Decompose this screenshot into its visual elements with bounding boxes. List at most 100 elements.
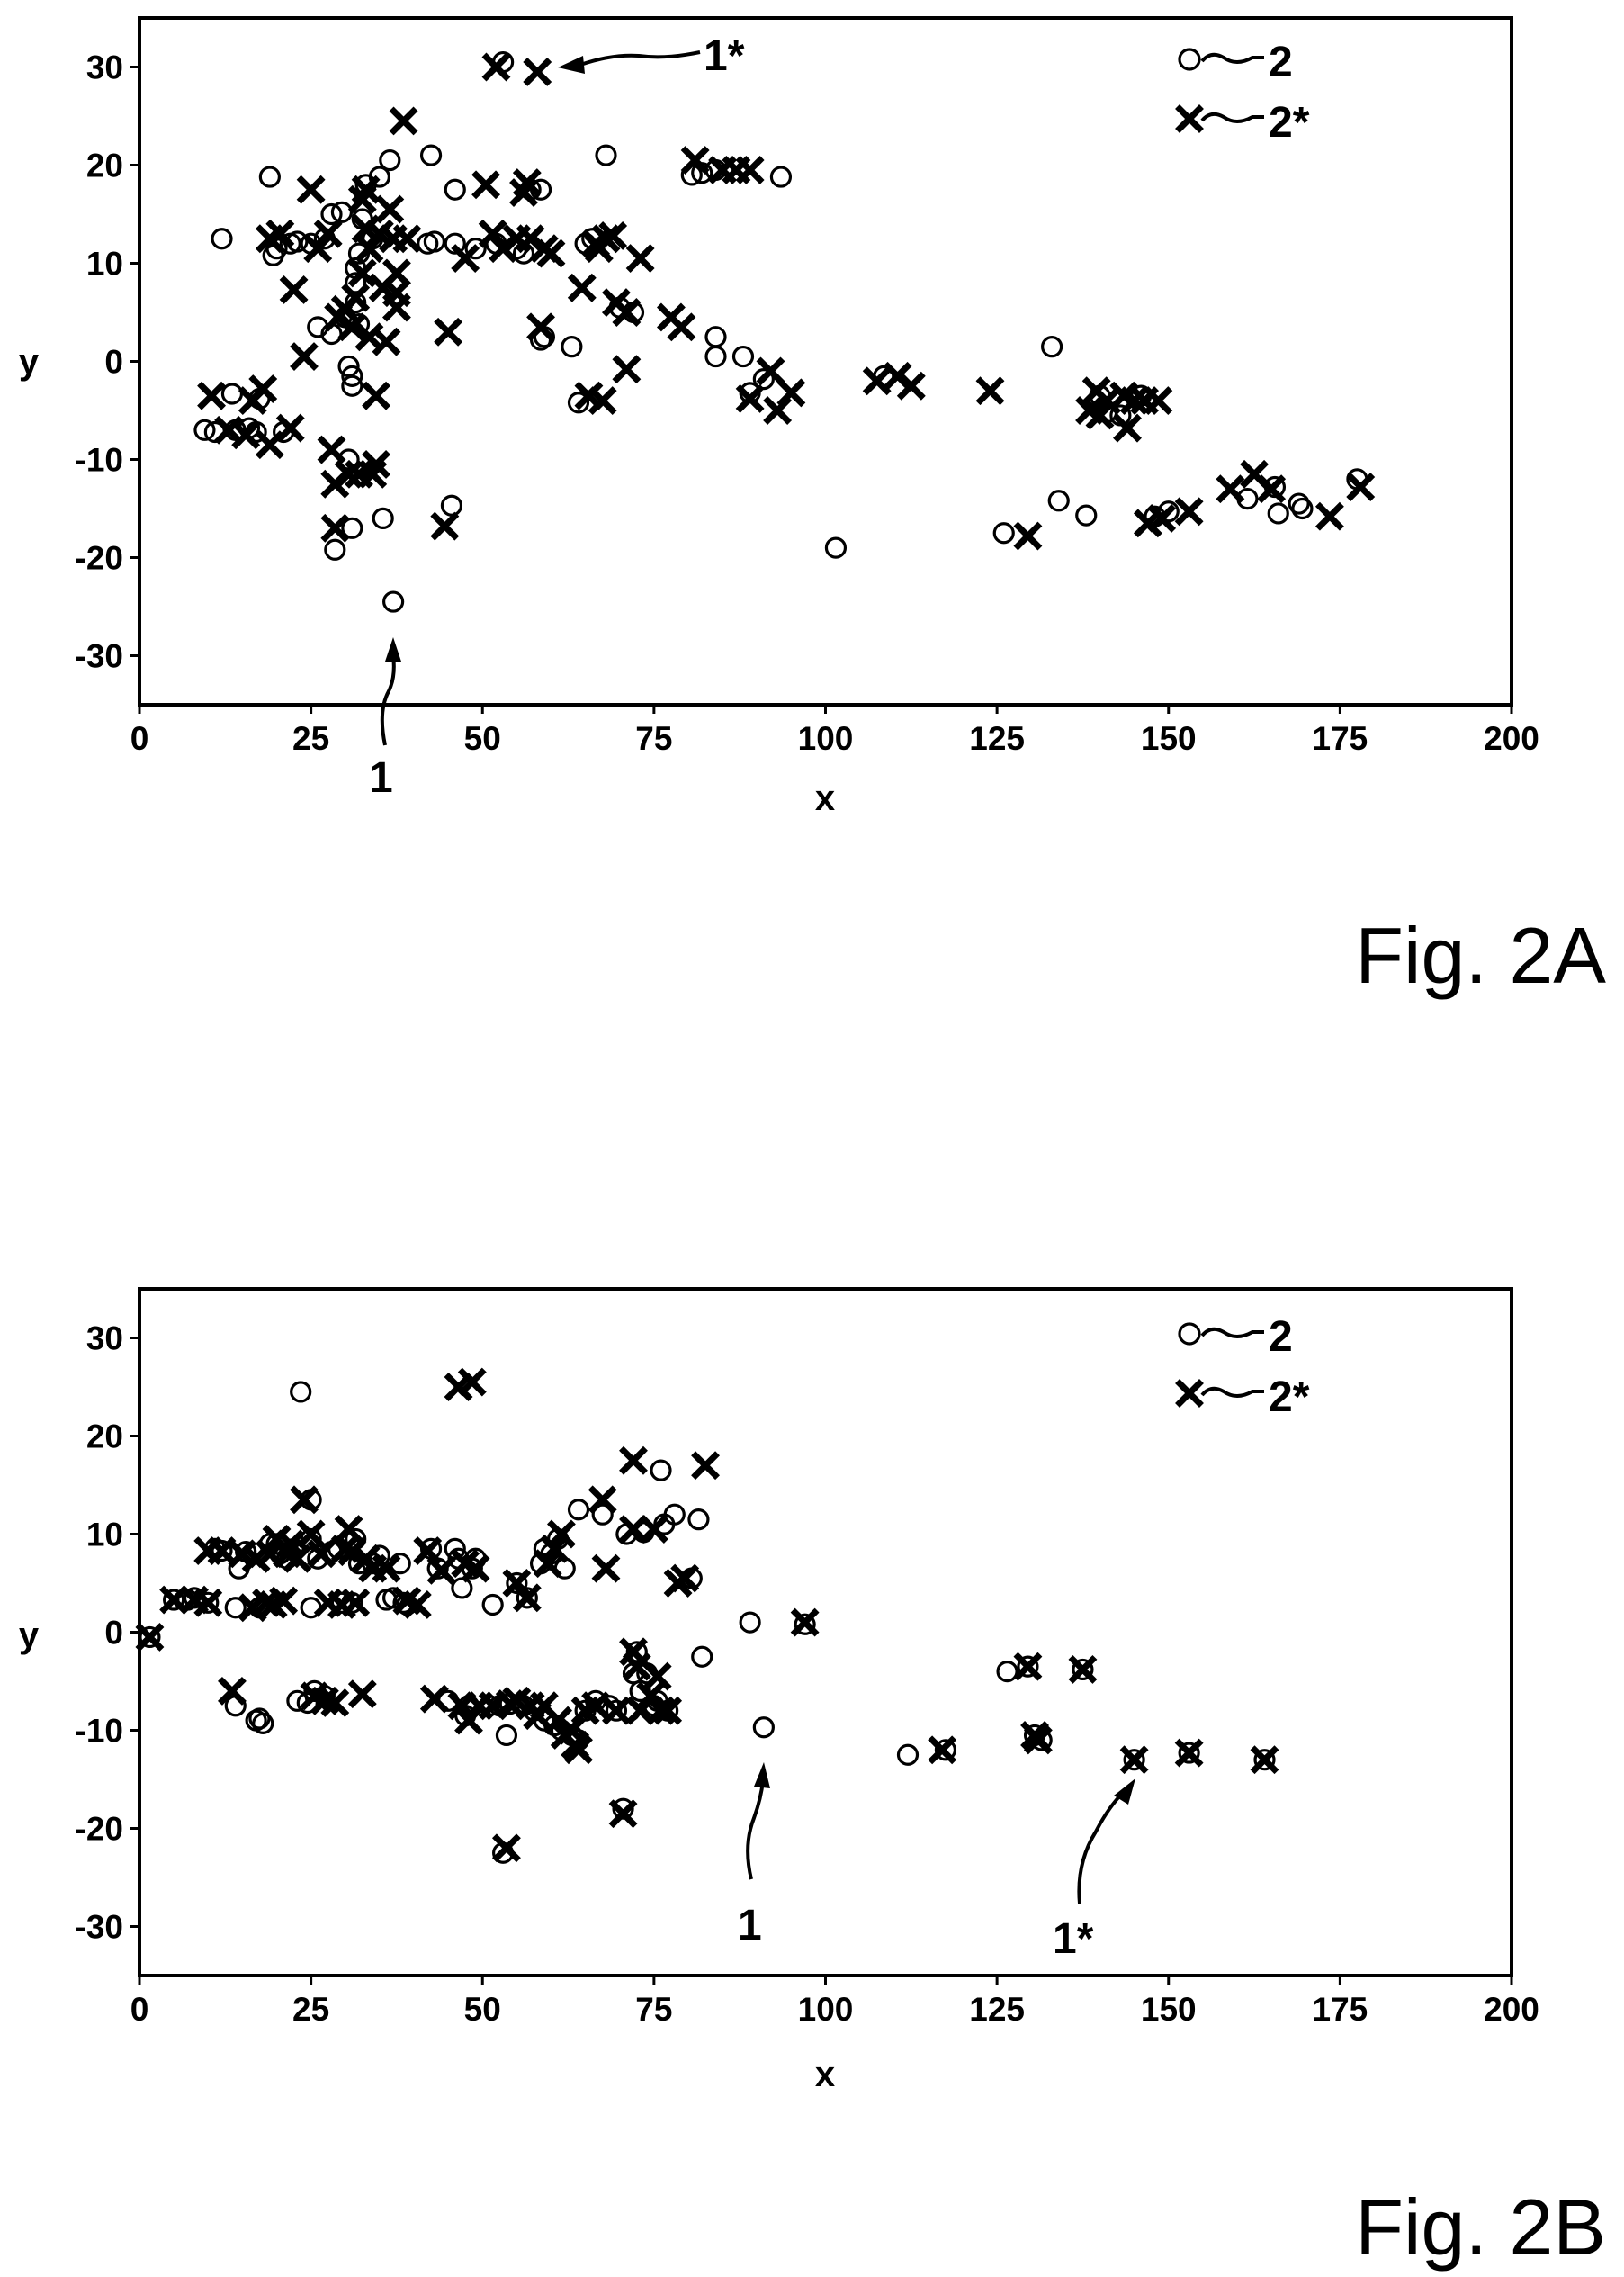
cross-stroke bbox=[680, 146, 710, 175]
data-point-cross bbox=[231, 420, 261, 450]
x-tick-label: 100 bbox=[798, 1991, 854, 2028]
data-point-cross bbox=[426, 1555, 456, 1585]
y-axis-label: y bbox=[19, 342, 40, 382]
cross-stroke bbox=[1109, 381, 1139, 410]
cross-stroke bbox=[362, 381, 391, 410]
data-point-cross bbox=[290, 342, 319, 371]
data-point-circle bbox=[258, 166, 281, 188]
cross-stroke bbox=[430, 511, 460, 541]
data-point-cross bbox=[776, 378, 806, 408]
data-point-cross bbox=[381, 258, 411, 288]
data-point-circle bbox=[372, 507, 394, 530]
cross-stroke bbox=[451, 1549, 480, 1579]
cross-stroke bbox=[564, 1735, 593, 1765]
data-point-cross bbox=[320, 513, 350, 543]
cross-stroke bbox=[275, 1529, 305, 1559]
cross-stroke bbox=[581, 1691, 611, 1721]
data-point-circle bbox=[345, 272, 367, 294]
data-point-circle bbox=[444, 178, 466, 201]
data-point-circle bbox=[464, 238, 487, 260]
cross-stroke bbox=[1174, 497, 1204, 526]
legend-label-2star: 2* bbox=[1269, 1373, 1310, 1421]
data-point-cross bbox=[320, 1688, 350, 1717]
cross-stroke bbox=[735, 383, 765, 413]
data-point-cross bbox=[461, 1553, 490, 1583]
cross-stroke bbox=[1119, 1745, 1149, 1775]
data-point-cross bbox=[265, 219, 295, 248]
data-point-cross bbox=[526, 312, 556, 342]
cross-stroke bbox=[307, 1539, 336, 1569]
cross-stroke bbox=[1250, 1745, 1279, 1775]
data-point-circle bbox=[731, 345, 755, 368]
data-point-cross bbox=[1013, 1652, 1043, 1681]
x-tick-label: 0 bbox=[130, 1991, 149, 2028]
cross-stroke bbox=[619, 1445, 648, 1475]
data-point-circle bbox=[220, 382, 244, 405]
cross-stroke bbox=[1092, 386, 1122, 416]
data-point-cross bbox=[283, 1544, 312, 1573]
cross-stroke bbox=[622, 1652, 651, 1681]
data-point-cross bbox=[646, 1696, 676, 1725]
cross-stroke bbox=[337, 312, 367, 342]
data-point-cross bbox=[217, 1676, 247, 1706]
cross-stroke bbox=[269, 1586, 299, 1616]
annotation-label-1: 1 bbox=[738, 1902, 762, 1949]
cross-stroke bbox=[1133, 508, 1162, 538]
cross-stroke bbox=[231, 420, 261, 450]
data-point-cross bbox=[1119, 1745, 1149, 1775]
data-point-circle bbox=[341, 374, 363, 397]
data-point-cross bbox=[512, 1583, 542, 1613]
x-axis-label: x bbox=[815, 778, 835, 818]
data-point-cross bbox=[567, 273, 597, 302]
data-point-cross bbox=[735, 156, 765, 184]
cross-stroke bbox=[529, 1691, 559, 1721]
data-point-cross bbox=[269, 1586, 299, 1616]
x-tick-label: 50 bbox=[464, 1991, 501, 2028]
data-point-circle bbox=[139, 1625, 161, 1649]
cross-stroke bbox=[1144, 386, 1173, 416]
x-tick-label: 175 bbox=[1313, 1991, 1368, 2028]
data-point-circle bbox=[691, 1645, 713, 1668]
x-tick-label: 175 bbox=[1313, 720, 1368, 757]
data-point-cross bbox=[341, 283, 371, 312]
data-point-cross bbox=[351, 175, 381, 204]
cross-stroke bbox=[217, 1676, 247, 1706]
cross-stroke bbox=[735, 156, 765, 184]
data-point-cross bbox=[135, 1623, 165, 1652]
cross-stroke bbox=[1013, 521, 1043, 551]
data-point-cross bbox=[317, 435, 346, 464]
x-tick-label: 100 bbox=[798, 720, 854, 757]
data-point-circle bbox=[193, 418, 216, 441]
data-point-cross bbox=[481, 52, 511, 82]
data-point-circle bbox=[248, 1707, 271, 1730]
data-point-cross bbox=[512, 168, 542, 198]
cross-stroke bbox=[426, 1555, 456, 1585]
scatter-points bbox=[135, 1367, 1279, 1864]
legend: 2 2* bbox=[1175, 39, 1310, 147]
y-tick-label: 10 bbox=[86, 1516, 123, 1553]
cross-stroke bbox=[1023, 1725, 1053, 1755]
cross-stroke bbox=[533, 1549, 562, 1579]
y-tick-label: 30 bbox=[86, 50, 123, 86]
data-point-circle bbox=[1178, 1742, 1200, 1764]
legend-leader bbox=[1200, 1327, 1264, 1338]
data-point-cross bbox=[430, 511, 460, 541]
data-point-cross bbox=[1085, 400, 1115, 430]
annotation-1star: 1* bbox=[558, 32, 745, 80]
data-point-cross bbox=[680, 146, 710, 175]
annotation-1: 1 bbox=[738, 1762, 770, 1949]
arrowhead bbox=[754, 1762, 770, 1788]
legend-circle-marker bbox=[1178, 1322, 1201, 1346]
arrowhead bbox=[1114, 1778, 1135, 1804]
data-point-cross bbox=[523, 58, 552, 86]
cross-stroke bbox=[320, 513, 350, 543]
data-point-cross bbox=[392, 224, 422, 254]
data-point-cross bbox=[375, 194, 405, 224]
cross-stroke bbox=[197, 381, 227, 410]
data-point-circle bbox=[423, 230, 445, 253]
data-point-cross bbox=[1346, 472, 1376, 501]
data-point-circle bbox=[896, 1743, 920, 1766]
data-point-cross bbox=[619, 1445, 648, 1475]
data-point-circle bbox=[1047, 490, 1070, 512]
